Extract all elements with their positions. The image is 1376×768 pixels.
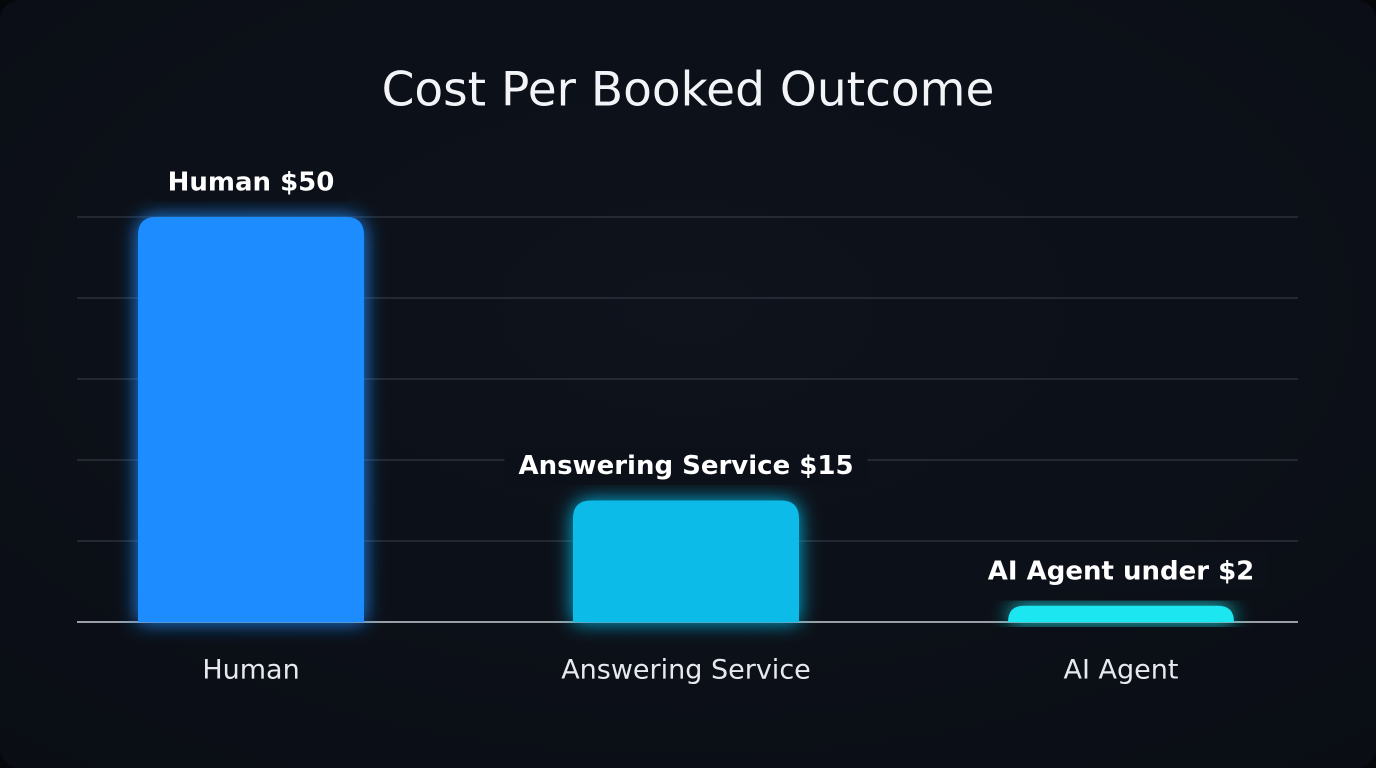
x-tick-label: Human: [202, 655, 299, 686]
value-label: AI Agent under $2: [988, 556, 1255, 586]
bar: [1008, 605, 1234, 622]
value-label: Answering Service $15: [518, 451, 853, 481]
x-tick-label: Answering Service: [561, 655, 811, 686]
label-backdrop: [973, 552, 1269, 591]
chart-title: Cost Per Booked Outcome: [382, 63, 995, 118]
value-label: Human $50: [168, 168, 335, 198]
bar: [573, 500, 799, 622]
label-backdrop: [153, 163, 349, 202]
bar: [138, 217, 364, 622]
x-tick-label: AI Agent: [1064, 655, 1179, 686]
label-backdrop: [504, 447, 868, 485]
